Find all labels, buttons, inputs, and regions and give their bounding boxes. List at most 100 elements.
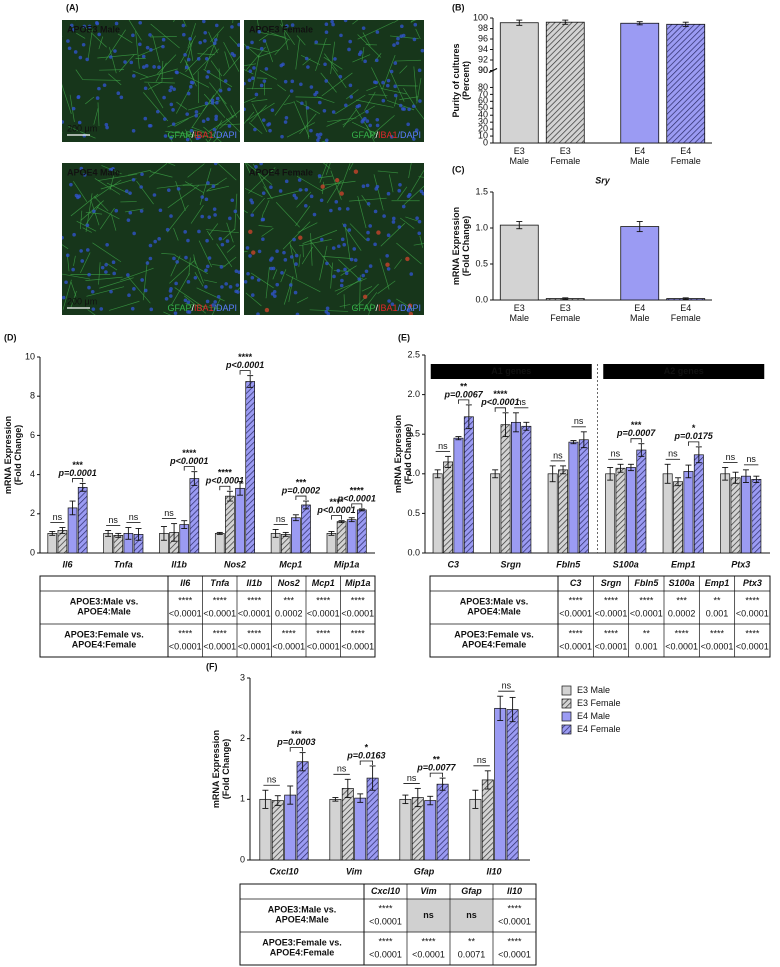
significance: **** [238, 352, 253, 362]
texture [182, 20, 187, 27]
p-value: p<0.0001 [316, 505, 355, 515]
texture [394, 259, 403, 269]
legend-label: E4 Female [577, 724, 621, 734]
texture [251, 99, 268, 102]
texture [281, 62, 285, 67]
texture [320, 72, 337, 93]
texture [169, 102, 174, 107]
texture [197, 53, 215, 56]
texture [148, 33, 152, 37]
texture [321, 72, 353, 97]
bar [336, 521, 347, 554]
texture [204, 268, 208, 273]
y-tick-label: 90 [478, 65, 488, 75]
texture [324, 79, 329, 83]
table-stars: *** [676, 595, 687, 605]
error-bar [472, 789, 479, 809]
texture [169, 214, 173, 218]
y-tick-label: 92 [478, 54, 488, 64]
error-bar [675, 477, 682, 487]
texture [156, 183, 193, 189]
texture [85, 248, 90, 252]
texture [208, 223, 219, 236]
texture [148, 163, 168, 178]
texture [185, 181, 204, 193]
texture [184, 255, 188, 260]
texture [213, 300, 218, 304]
bar [271, 800, 284, 861]
texture [93, 108, 99, 125]
texture [295, 96, 322, 98]
texture [174, 281, 178, 286]
texture [250, 104, 267, 123]
texture [161, 44, 165, 49]
texture [368, 303, 372, 315]
texture [245, 45, 250, 50]
micrograph [62, 163, 240, 315]
texture [405, 216, 418, 222]
y-tick-label: 0 [240, 854, 245, 864]
table-stars: **** [507, 936, 522, 946]
texture [363, 292, 378, 310]
texture [282, 250, 286, 255]
texture [325, 306, 330, 311]
y-tick-label: 0.0 [475, 294, 488, 304]
texture [325, 163, 331, 175]
table-header: Mip1a [345, 578, 371, 588]
texture [147, 123, 152, 128]
table-p-value: <0.0001 [498, 916, 531, 926]
texture [290, 244, 297, 255]
texture [70, 193, 99, 217]
texture [400, 24, 404, 29]
texture [390, 302, 395, 307]
texture [259, 83, 264, 88]
texture [132, 287, 136, 291]
texture [315, 37, 327, 72]
stain-label: GFAP/IBA1/DAPI [167, 130, 237, 140]
error-bar [332, 797, 339, 802]
texture [283, 276, 294, 305]
x-tick-label: Fbln5 [556, 559, 581, 569]
texture [294, 262, 298, 266]
bar [605, 473, 616, 554]
texture [234, 269, 239, 273]
texture [245, 163, 273, 185]
error-bar [455, 436, 462, 441]
table-stars: **** [213, 595, 228, 605]
texture [99, 207, 115, 230]
texture [66, 39, 70, 43]
texture [356, 99, 394, 108]
texture [176, 101, 188, 110]
texture [222, 256, 237, 268]
table-header: Fbln5 [634, 578, 659, 588]
texture [166, 188, 171, 192]
table-p-value: <0.0001 [341, 641, 374, 651]
comparison-bracket [351, 503, 363, 508]
texture [330, 20, 334, 24]
error-bar [465, 404, 472, 430]
texture [187, 23, 196, 49]
y-tick-label: 2.5 [407, 349, 420, 359]
texture [273, 294, 277, 298]
micrograph-bg [244, 163, 424, 315]
texture [314, 43, 331, 45]
y-tick-label: 6 [30, 430, 35, 440]
texture [152, 193, 157, 197]
error-bar [607, 467, 614, 481]
y-tick-label: 8 [30, 391, 35, 401]
x-tick-label: Vim [346, 866, 362, 876]
texture [408, 311, 414, 315]
texture [283, 102, 294, 105]
texture [227, 87, 231, 92]
bar [291, 517, 301, 554]
texture [368, 115, 395, 139]
significance: ns [516, 397, 526, 407]
texture [270, 256, 274, 261]
texture [416, 78, 422, 104]
texture [92, 209, 96, 214]
p-value: p=0.0163 [346, 750, 385, 760]
texture [309, 194, 314, 199]
bar [481, 779, 494, 861]
table-stars: *** [283, 595, 294, 605]
texture [322, 255, 351, 259]
